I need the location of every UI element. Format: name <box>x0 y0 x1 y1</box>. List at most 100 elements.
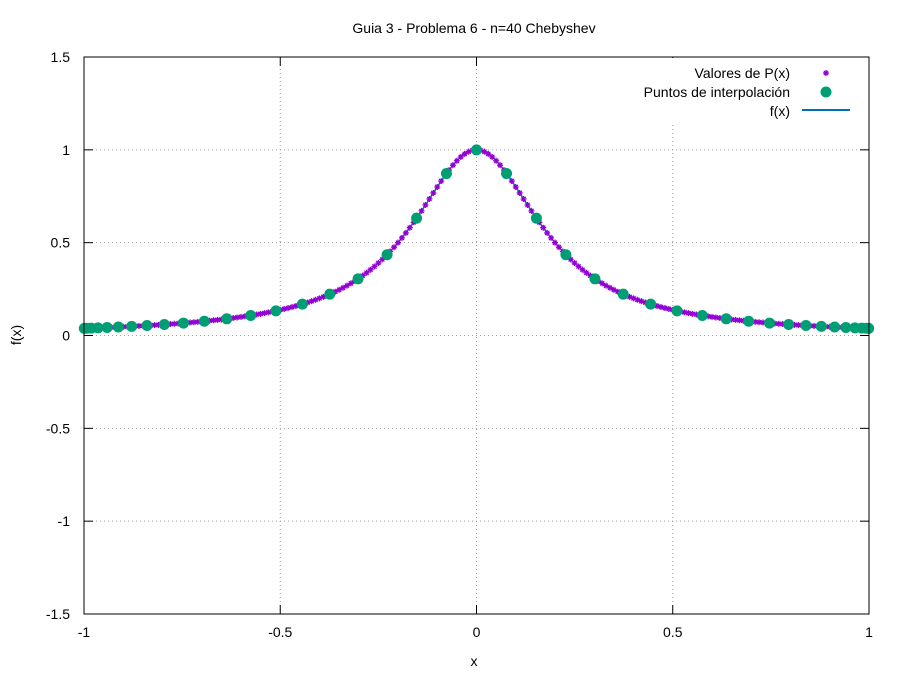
interpolation-point <box>783 318 795 330</box>
p-value-point <box>736 317 743 324</box>
interpolation-point <box>800 320 812 332</box>
p-value-point <box>756 319 763 326</box>
p-value-point <box>194 318 201 325</box>
interpolation-point <box>141 320 153 332</box>
p-value-point <box>422 201 429 208</box>
p-value-point <box>775 320 782 327</box>
y-tick-label: -0.5 <box>46 420 70 436</box>
p-value-point <box>430 189 437 196</box>
interpolation-point <box>221 313 233 325</box>
y-tick-label: -1 <box>58 513 71 529</box>
p-value-point <box>497 162 504 169</box>
y-tick-label: 1.5 <box>51 49 71 65</box>
p-value-point <box>395 239 401 246</box>
p-value-point <box>544 229 551 236</box>
interpolation-point <box>696 309 708 321</box>
p-value-point <box>481 148 488 155</box>
p-value-point <box>685 310 692 317</box>
legend-label-f: f(x) <box>770 103 790 119</box>
p-value-point <box>438 178 445 185</box>
p-value-point <box>316 295 323 302</box>
p-value-point <box>281 305 288 312</box>
legend: Valores de P(x) Puntos de interpolación … <box>600 58 865 122</box>
p-value-point <box>779 321 786 328</box>
legend-marker-p-values <box>823 70 829 76</box>
p-value-point <box>587 272 594 279</box>
p-value-point <box>261 310 268 317</box>
y-tick-label: 0.5 <box>51 235 71 251</box>
x-tick-label: -0.5 <box>268 624 292 640</box>
p-value-point <box>234 314 241 321</box>
p-value-point <box>257 310 264 317</box>
p-value-point <box>516 189 523 196</box>
interpolation-point <box>324 288 336 300</box>
interpolation-point <box>411 212 423 224</box>
interpolation-point <box>296 298 308 310</box>
interpolation-point <box>177 317 189 329</box>
p-value-point <box>238 313 244 320</box>
p-value-point <box>638 298 645 305</box>
p-value-point <box>449 162 456 169</box>
p-value-point <box>186 319 193 326</box>
interpolation-point <box>101 321 113 333</box>
p-value-point <box>171 320 178 327</box>
p-value-point <box>528 207 535 214</box>
p-value-point <box>579 266 586 273</box>
interpolation-point <box>720 313 732 325</box>
p-value-point <box>555 244 562 251</box>
p-value-point <box>524 201 531 208</box>
p-value-point <box>791 321 798 328</box>
p-value-point <box>461 150 468 157</box>
p-value-point <box>661 305 668 312</box>
y-tick-label: 1 <box>62 142 70 158</box>
p-value-point <box>320 293 327 300</box>
p-value-point <box>760 319 767 326</box>
interpolation-point <box>501 168 513 180</box>
p-value-point <box>465 148 472 155</box>
p-value-point <box>214 316 221 323</box>
interpolation-point <box>198 315 210 327</box>
p-value-point <box>654 302 661 309</box>
y-tick-label: 0 <box>62 328 70 344</box>
chart-title: Guia 3 - Problema 6 - n=40 Chebyshev <box>352 20 595 36</box>
p-value-point <box>308 298 315 305</box>
interpolation-point <box>560 249 572 261</box>
x-tick-label: -1 <box>78 624 91 640</box>
p-value-point <box>606 284 613 291</box>
x-axis-label: x <box>471 653 478 669</box>
p-value-point <box>811 322 818 329</box>
interpolation-point <box>849 322 861 334</box>
p-value-point <box>253 311 260 318</box>
p-value-point <box>665 305 672 312</box>
p-value-point <box>520 195 527 202</box>
p-value-point <box>241 313 248 320</box>
interpolation-point <box>112 321 124 333</box>
p-value-point <box>391 244 398 251</box>
p-value-point <box>689 310 696 317</box>
p-value-point <box>230 315 237 322</box>
p-value-point <box>732 316 739 323</box>
interpolation-point <box>381 249 393 261</box>
p-value-point <box>371 263 378 270</box>
p-value-point <box>289 304 296 311</box>
p-value-point <box>681 309 688 316</box>
interpolation-point <box>671 305 683 317</box>
p-value-point <box>285 305 292 312</box>
p-value-point <box>375 260 382 267</box>
interpolation-point <box>245 309 257 321</box>
p-value-point <box>379 256 386 263</box>
p-value-point <box>418 207 425 214</box>
interpolation-point <box>158 318 170 330</box>
legend-background <box>600 58 865 122</box>
p-value-point <box>657 304 664 311</box>
p-value-point <box>336 286 343 293</box>
y-axis-label: f(x) <box>8 325 24 345</box>
p-value-point <box>552 239 558 246</box>
legend-marker-interpolation-points <box>820 86 832 98</box>
p-value-point <box>599 280 606 287</box>
p-value-point <box>363 269 370 276</box>
p-value-point <box>540 224 547 231</box>
legend-star <box>823 70 829 76</box>
p-value-point <box>135 322 142 329</box>
